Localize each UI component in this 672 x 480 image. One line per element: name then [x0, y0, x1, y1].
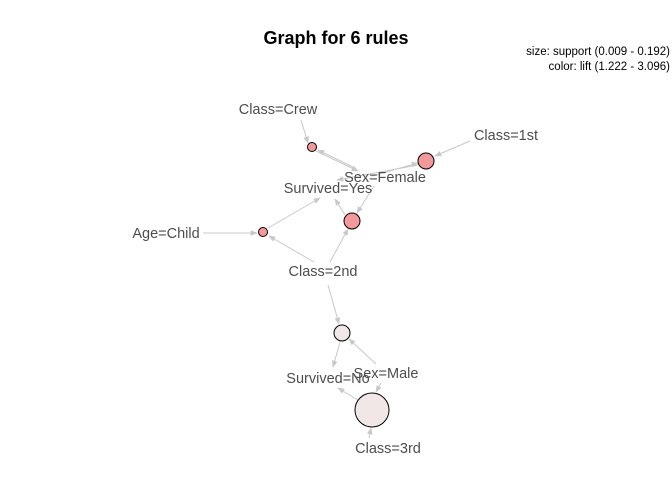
rule-nodes-layer	[258, 142, 435, 428]
edge-first-to-r2	[434, 140, 471, 157]
item-labels-layer: Class=Crew Class=1st Sex=FemaleSurvived=Ye…	[132, 102, 538, 457]
item-label-survno[interactable]: Survived=No	[286, 371, 369, 387]
item-label-child[interactable]: Age=Child	[132, 226, 199, 242]
graph-legend: size: support (0.009 - 0.192) color: lif…	[526, 45, 670, 75]
edge-r6-to-survno	[337, 387, 359, 401]
item-label-third[interactable]: Class=3rd	[355, 441, 421, 457]
edge-r2-to-survyes	[336, 164, 419, 182]
item-label-first[interactable]: Class=1st	[474, 128, 538, 144]
legend-color-text: color: lift (1.222 - 3.096)	[548, 61, 670, 73]
rule-node-r3[interactable]	[343, 212, 361, 230]
rule-node-r6[interactable]	[354, 392, 390, 428]
edge-second-to-r3	[329, 228, 349, 263]
edge-crew-to-r1	[300, 119, 309, 144]
edge-female-to-r3	[356, 185, 375, 214]
item-label-male[interactable]: Sex=Male	[354, 366, 419, 382]
rule-node-r2[interactable]	[417, 152, 435, 170]
item-label-crew[interactable]: Class=Crew	[239, 102, 318, 118]
edge-second-to-r4	[268, 235, 315, 263]
edge-r5-to-survno	[332, 341, 341, 368]
edge-r1-to-survyes	[315, 150, 359, 172]
edges-layer	[203, 119, 471, 439]
rule-node-r5[interactable]	[333, 324, 351, 342]
edge-male-to-r6	[375, 382, 382, 393]
graph-title: Graph for 6 rules	[263, 28, 409, 48]
edge-second-to-r5	[327, 284, 340, 325]
edge-third-to-r6	[367, 427, 373, 439]
item-label-female[interactable]: Sex=Female	[344, 170, 426, 186]
legend-size-text: size: support (0.009 - 0.192)	[526, 46, 670, 58]
rule-node-r1[interactable]	[307, 142, 317, 152]
edge-male-to-r5	[348, 338, 377, 365]
edge-r4-to-survyes	[267, 197, 321, 229]
rule-node-r4[interactable]	[258, 227, 268, 237]
edge-female-to-r1	[317, 149, 356, 169]
edge-r3-to-survyes	[334, 198, 346, 216]
item-label-second[interactable]: Class=2nd	[289, 264, 358, 280]
item-label-survyes[interactable]: Survived=Yes	[284, 181, 373, 197]
